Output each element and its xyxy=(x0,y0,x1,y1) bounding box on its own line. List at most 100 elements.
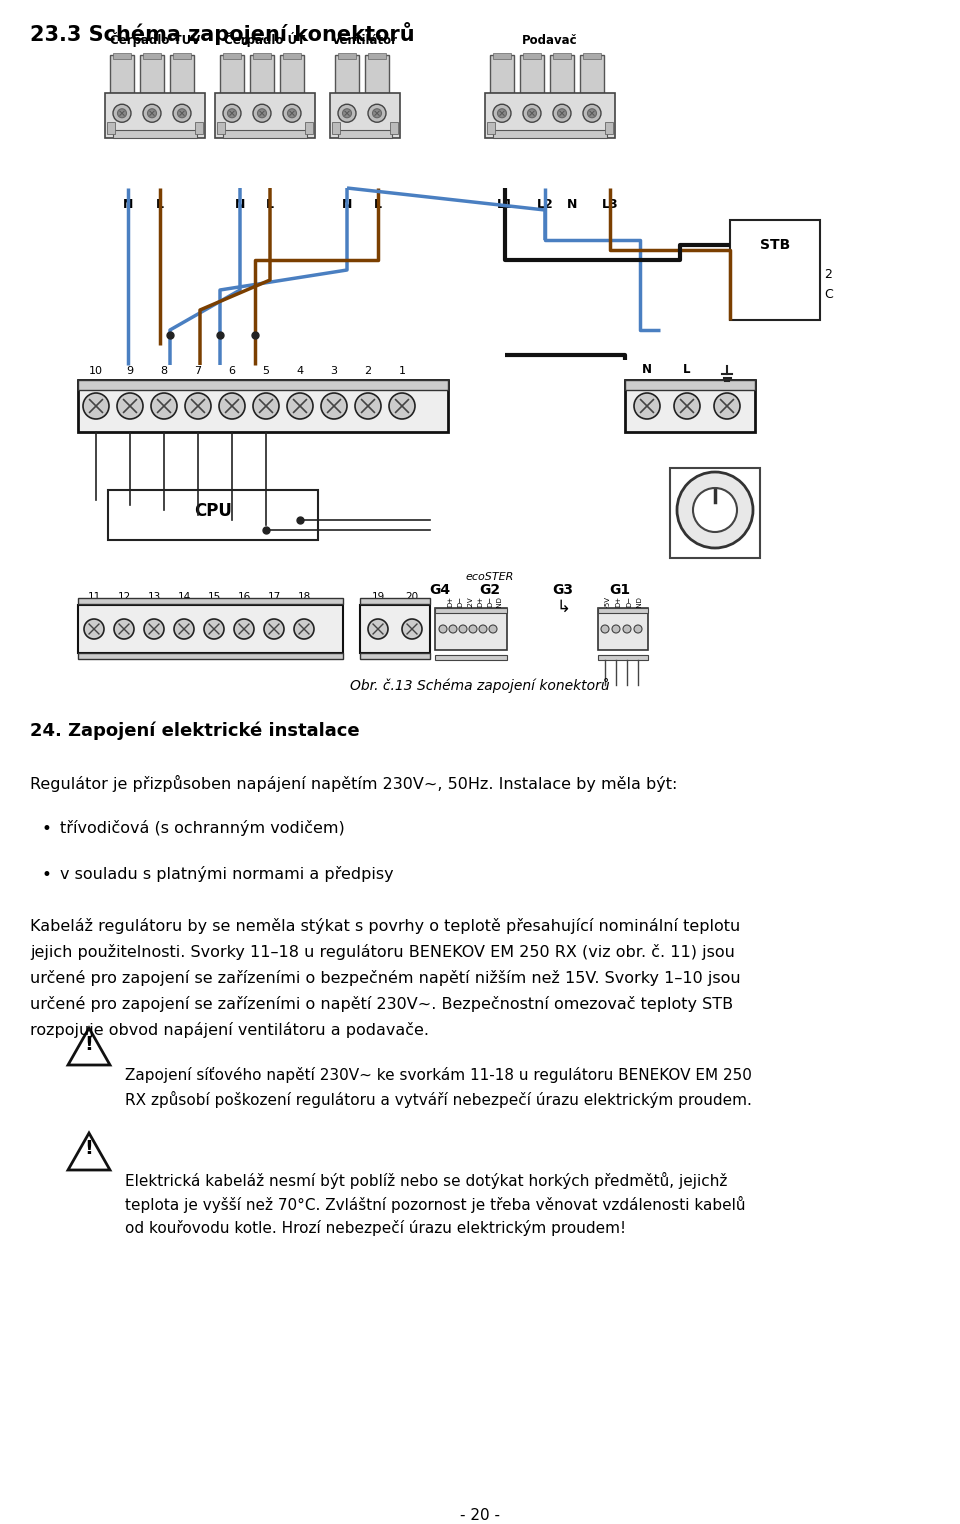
Text: 9: 9 xyxy=(127,366,133,376)
Circle shape xyxy=(343,108,351,117)
Bar xyxy=(217,122,225,134)
Circle shape xyxy=(588,108,596,117)
Text: 5: 5 xyxy=(262,366,270,376)
Text: 23.3 Schéma zapojení konektorů: 23.3 Schéma zapojení konektorů xyxy=(30,21,415,46)
Circle shape xyxy=(83,393,109,419)
Bar xyxy=(368,53,386,59)
Text: - 20 -: - 20 - xyxy=(460,1509,500,1522)
Text: 12V: 12V xyxy=(467,596,473,610)
Text: D−: D− xyxy=(457,596,463,607)
Circle shape xyxy=(677,472,753,549)
Bar xyxy=(250,55,274,93)
Bar xyxy=(360,605,430,652)
Text: !: ! xyxy=(84,1035,93,1053)
Text: RX způsobí poškození regulátoru a vytváří nebezpečí úrazu elektrickým proudem.: RX způsobí poškození regulátoru a vytvář… xyxy=(125,1091,752,1108)
Bar xyxy=(110,55,134,93)
Text: 13: 13 xyxy=(148,591,160,602)
Bar xyxy=(223,130,307,139)
Text: ↳: ↳ xyxy=(556,597,570,616)
Bar xyxy=(390,122,398,134)
Bar xyxy=(113,130,197,139)
Text: L: L xyxy=(156,198,164,210)
Text: D+: D+ xyxy=(447,596,453,607)
Text: 8: 8 xyxy=(160,366,168,376)
Text: 18: 18 xyxy=(298,591,311,602)
Bar xyxy=(195,122,203,134)
Circle shape xyxy=(264,619,284,639)
Bar xyxy=(598,608,648,651)
Bar xyxy=(78,605,343,652)
Circle shape xyxy=(148,108,156,117)
Text: Podavač: Podavač xyxy=(522,34,578,47)
Text: 2: 2 xyxy=(365,366,372,376)
Circle shape xyxy=(223,104,241,122)
Bar xyxy=(143,53,161,59)
Text: L: L xyxy=(266,198,274,210)
Circle shape xyxy=(151,393,177,419)
Text: N: N xyxy=(235,198,245,210)
Text: Ventilátor: Ventilátor xyxy=(332,34,398,47)
Text: teplota je vyšší než 70°C. Zvláštní pozornost je třeba věnovat vzdálenosti kabel: teplota je vyšší než 70°C. Zvláštní pozo… xyxy=(125,1196,746,1213)
Bar xyxy=(493,130,607,139)
Text: •: • xyxy=(42,866,52,884)
Text: Čerpadlo TUV: Čerpadlo TUV xyxy=(109,32,201,47)
Text: Čerpadlo ÚT: Čerpadlo ÚT xyxy=(225,32,305,47)
Bar xyxy=(338,130,392,139)
Circle shape xyxy=(623,625,631,632)
Bar xyxy=(730,219,820,320)
Text: L2: L2 xyxy=(537,198,553,210)
Bar xyxy=(520,55,544,93)
Text: N: N xyxy=(566,198,577,210)
Bar xyxy=(305,122,313,134)
Text: D+: D+ xyxy=(615,596,621,607)
Circle shape xyxy=(497,108,507,117)
Bar xyxy=(107,122,115,134)
Text: ecoSTER: ecoSTER xyxy=(466,572,515,582)
Text: Zapojení síťového napětí 230V~ ke svorkám 11-18 u regulátoru BENEKOV EM 250: Zapojení síťového napětí 230V~ ke svorká… xyxy=(125,1067,752,1084)
Circle shape xyxy=(372,108,381,117)
Circle shape xyxy=(489,625,497,632)
Bar xyxy=(170,55,194,93)
Text: 24. Zapojení elektrické instalace: 24. Zapojení elektrické instalace xyxy=(30,722,360,741)
Bar xyxy=(625,379,755,431)
Text: určené pro zapojení se zařízeními o napětí 230V~. Bezpečnostní omezovač teploty : určené pro zapojení se zařízeními o napě… xyxy=(30,997,733,1012)
Bar xyxy=(360,652,430,658)
Circle shape xyxy=(253,104,271,122)
Text: 6: 6 xyxy=(228,366,235,376)
Text: 17: 17 xyxy=(268,591,280,602)
Bar xyxy=(360,597,430,604)
Bar xyxy=(493,53,511,59)
Circle shape xyxy=(287,393,313,419)
Text: 12: 12 xyxy=(117,591,131,602)
Circle shape xyxy=(469,625,477,632)
Bar xyxy=(523,53,541,59)
Text: jejich použitelnosti. Svorky 11–18 u regulátoru BENEKOV EM 250 RX (viz obr. č. 1: jejich použitelnosti. Svorky 11–18 u reg… xyxy=(30,943,734,960)
Text: 11: 11 xyxy=(87,591,101,602)
Bar xyxy=(553,53,571,59)
Circle shape xyxy=(389,393,415,419)
Circle shape xyxy=(674,393,700,419)
Text: v souladu s platnými normami a předpisy: v souladu s platnými normami a předpisy xyxy=(60,866,394,882)
Bar xyxy=(580,55,604,93)
Text: 4: 4 xyxy=(297,366,303,376)
Text: 15: 15 xyxy=(207,591,221,602)
Text: G2: G2 xyxy=(479,584,500,597)
Text: L: L xyxy=(374,198,382,210)
Text: L1: L1 xyxy=(496,198,514,210)
Text: N: N xyxy=(342,198,352,210)
Bar xyxy=(435,655,507,660)
Circle shape xyxy=(321,393,347,419)
Circle shape xyxy=(257,108,267,117)
Text: !: ! xyxy=(84,1140,93,1158)
Bar xyxy=(670,468,760,558)
Circle shape xyxy=(283,104,301,122)
Circle shape xyxy=(558,108,566,117)
Text: G4: G4 xyxy=(429,584,450,597)
Circle shape xyxy=(338,104,356,122)
Circle shape xyxy=(174,619,194,639)
Text: 20: 20 xyxy=(405,591,419,602)
Circle shape xyxy=(612,625,620,632)
Text: G1: G1 xyxy=(610,584,631,597)
Circle shape xyxy=(523,104,541,122)
Bar xyxy=(605,122,613,134)
